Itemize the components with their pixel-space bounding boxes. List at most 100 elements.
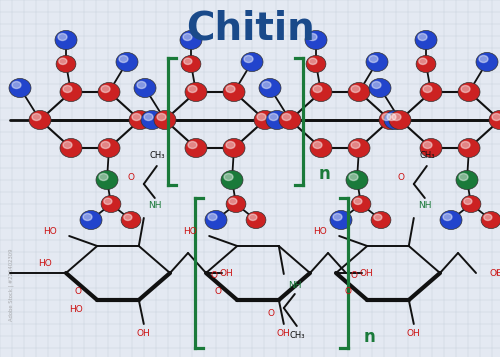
Ellipse shape <box>489 111 500 130</box>
Text: O: O <box>344 287 351 296</box>
Ellipse shape <box>481 211 500 228</box>
Text: OH: OH <box>220 268 234 277</box>
Text: CH₃: CH₃ <box>419 151 434 161</box>
Ellipse shape <box>226 141 235 149</box>
Ellipse shape <box>351 195 371 212</box>
Ellipse shape <box>183 34 192 40</box>
Ellipse shape <box>188 141 197 149</box>
Ellipse shape <box>116 52 138 71</box>
Ellipse shape <box>492 114 500 121</box>
Ellipse shape <box>157 114 166 121</box>
Text: n: n <box>364 328 376 346</box>
Text: O: O <box>214 287 221 296</box>
Ellipse shape <box>180 30 202 50</box>
Text: CH₃: CH₃ <box>289 332 304 341</box>
Ellipse shape <box>241 52 263 71</box>
Ellipse shape <box>372 81 381 89</box>
Ellipse shape <box>384 111 406 130</box>
Ellipse shape <box>382 114 391 121</box>
Text: O: O <box>268 310 274 318</box>
Ellipse shape <box>101 141 110 149</box>
Text: NH: NH <box>288 282 302 291</box>
Text: Adobe Stock | #226402309: Adobe Stock | #226402309 <box>9 249 15 321</box>
Ellipse shape <box>101 195 121 212</box>
Ellipse shape <box>415 30 437 50</box>
Ellipse shape <box>188 85 197 92</box>
Ellipse shape <box>348 139 370 157</box>
Text: CH₃: CH₃ <box>149 151 164 161</box>
Ellipse shape <box>418 34 427 40</box>
Ellipse shape <box>416 55 436 72</box>
Text: O: O <box>398 174 404 182</box>
Ellipse shape <box>221 171 243 190</box>
Ellipse shape <box>9 79 31 97</box>
Ellipse shape <box>333 213 342 221</box>
Ellipse shape <box>266 111 288 130</box>
Ellipse shape <box>269 114 278 121</box>
Ellipse shape <box>55 30 77 50</box>
Ellipse shape <box>305 30 327 50</box>
Ellipse shape <box>60 82 82 101</box>
Ellipse shape <box>351 85 360 92</box>
Ellipse shape <box>223 82 245 101</box>
Ellipse shape <box>104 198 112 205</box>
Ellipse shape <box>144 114 153 121</box>
Ellipse shape <box>60 139 82 157</box>
Ellipse shape <box>374 214 382 221</box>
Ellipse shape <box>56 55 76 72</box>
Ellipse shape <box>310 82 332 101</box>
Text: O: O <box>74 287 81 296</box>
Ellipse shape <box>63 141 72 149</box>
Text: OH: OH <box>407 330 420 338</box>
Ellipse shape <box>226 85 235 92</box>
Ellipse shape <box>98 139 120 157</box>
Ellipse shape <box>229 198 237 205</box>
Ellipse shape <box>124 214 132 221</box>
Ellipse shape <box>309 58 317 65</box>
Text: O: O <box>350 271 358 280</box>
Text: Chitin: Chitin <box>186 9 314 47</box>
Ellipse shape <box>443 213 452 221</box>
Ellipse shape <box>119 55 128 62</box>
Ellipse shape <box>12 81 21 89</box>
Text: n: n <box>319 165 331 183</box>
Ellipse shape <box>379 111 401 130</box>
Ellipse shape <box>306 55 326 72</box>
Text: NH: NH <box>418 201 432 211</box>
Ellipse shape <box>129 111 151 130</box>
Ellipse shape <box>63 85 72 92</box>
Ellipse shape <box>420 82 442 101</box>
Ellipse shape <box>184 58 192 65</box>
Ellipse shape <box>224 174 233 181</box>
Ellipse shape <box>98 82 120 101</box>
Ellipse shape <box>464 198 472 205</box>
Ellipse shape <box>154 111 176 130</box>
Text: OH: OH <box>137 330 150 338</box>
Ellipse shape <box>313 141 322 149</box>
Ellipse shape <box>80 211 102 230</box>
Ellipse shape <box>181 55 201 72</box>
Ellipse shape <box>387 114 396 121</box>
Ellipse shape <box>461 141 470 149</box>
Text: OH: OH <box>277 330 290 338</box>
Ellipse shape <box>313 85 322 92</box>
Ellipse shape <box>249 214 257 221</box>
Ellipse shape <box>366 52 388 71</box>
Ellipse shape <box>440 211 462 230</box>
Text: HO: HO <box>38 258 52 267</box>
Ellipse shape <box>58 34 67 40</box>
Ellipse shape <box>392 114 401 121</box>
Ellipse shape <box>282 114 291 121</box>
Text: HO: HO <box>314 227 327 236</box>
Ellipse shape <box>354 198 362 205</box>
Ellipse shape <box>461 85 470 92</box>
Ellipse shape <box>456 171 478 190</box>
Text: NH: NH <box>148 201 162 211</box>
Ellipse shape <box>476 52 498 71</box>
Ellipse shape <box>121 211 141 228</box>
Ellipse shape <box>459 174 468 181</box>
Ellipse shape <box>349 174 358 181</box>
Ellipse shape <box>223 139 245 157</box>
Ellipse shape <box>246 211 266 228</box>
Ellipse shape <box>351 141 360 149</box>
